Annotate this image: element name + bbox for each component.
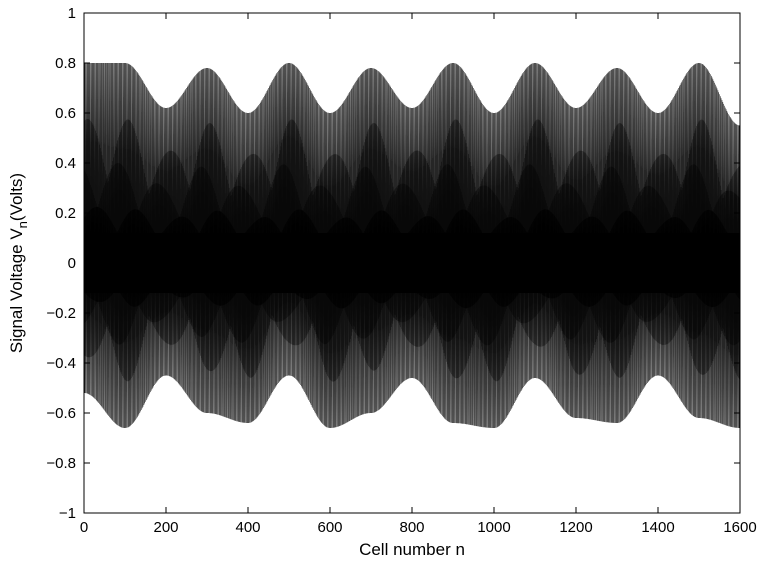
- y-tick-label: 1: [68, 5, 76, 22]
- y-tick-label: 0.8: [55, 55, 76, 72]
- y-tick-label: 0.6: [55, 105, 76, 122]
- x-tick-label: 1000: [477, 519, 510, 536]
- signal-series: [84, 62, 740, 429]
- y-tick-label: −0.4: [46, 355, 76, 372]
- x-tick-label: 600: [317, 519, 342, 536]
- y-tick-label: −0.6: [46, 405, 76, 422]
- y-tick-label: 0: [68, 255, 76, 272]
- y-tick-labels: −1 −0.8 −0.6 −0.4 −0.2 0 0.2 0.4 0.6 0.8 1: [46, 5, 76, 522]
- y-axis-label-unit: (Volts): [7, 173, 26, 221]
- axis-ticks: [83, 12, 741, 514]
- y-tick-label: −0.8: [46, 455, 76, 472]
- y-tick-label: 0.4: [55, 155, 76, 172]
- x-tick-label: 0: [80, 519, 88, 536]
- x-tick-label: 1400: [641, 519, 674, 536]
- signal-core-band: [84, 233, 740, 293]
- y-tick-label: −0.2: [46, 305, 76, 322]
- x-tick-label: 800: [399, 519, 424, 536]
- y-tick-label: −1: [59, 505, 76, 522]
- x-tick-label: 1200: [559, 519, 592, 536]
- x-tick-label: 400: [235, 519, 260, 536]
- y-axis-label: Signal Voltage Vn(Volts): [7, 173, 30, 353]
- x-tick-label: 1600: [723, 519, 756, 536]
- y-tick-label: 0.2: [55, 205, 76, 222]
- y-axis-label-subscript: n: [15, 221, 30, 228]
- x-axis-label: Cell number n: [359, 540, 465, 559]
- x-tick-labels: 0 200 400 600 800 1000 1200 1400 1600: [80, 519, 757, 536]
- x-tick-label: 200: [153, 519, 178, 536]
- y-axis-label-main: Signal Voltage V: [7, 228, 26, 353]
